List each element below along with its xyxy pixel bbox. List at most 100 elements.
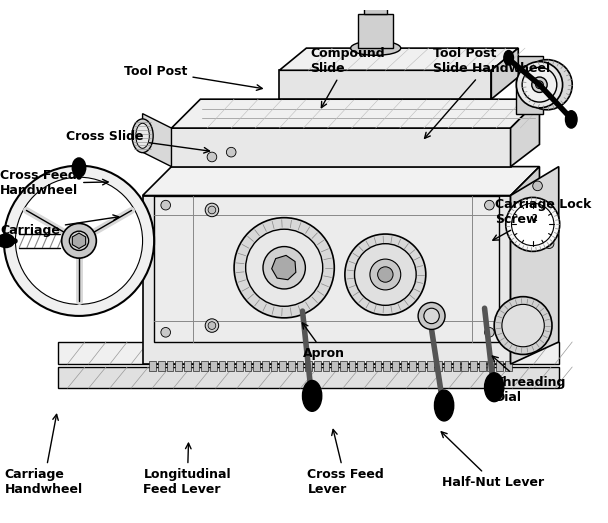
Polygon shape <box>511 99 539 167</box>
Circle shape <box>208 322 216 329</box>
Text: 2: 2 <box>532 214 537 223</box>
Polygon shape <box>279 70 491 99</box>
Circle shape <box>205 319 219 332</box>
Polygon shape <box>154 196 499 342</box>
Text: Cross Feed
Lever: Cross Feed Lever <box>308 429 384 496</box>
Bar <box>271 361 277 371</box>
Circle shape <box>378 267 393 282</box>
Polygon shape <box>511 167 559 364</box>
Ellipse shape <box>303 380 322 411</box>
Bar <box>314 361 321 371</box>
Text: Carriage Lock
Screw: Carriage Lock Screw <box>493 198 592 240</box>
Polygon shape <box>511 167 539 364</box>
Polygon shape <box>171 128 511 167</box>
Circle shape <box>345 234 426 315</box>
Circle shape <box>207 152 216 162</box>
Bar <box>297 361 303 371</box>
Circle shape <box>263 246 305 289</box>
Circle shape <box>506 198 560 252</box>
Bar <box>244 361 252 371</box>
Bar <box>323 361 330 371</box>
Circle shape <box>161 200 170 210</box>
Polygon shape <box>491 48 518 99</box>
Text: Tool Post
Slide Handwheel: Tool Post Slide Handwheel <box>424 47 551 138</box>
Circle shape <box>205 203 219 217</box>
Bar <box>150 361 156 371</box>
Bar <box>358 361 364 371</box>
Bar <box>401 361 407 371</box>
Bar <box>461 361 468 371</box>
Circle shape <box>424 308 440 324</box>
Circle shape <box>69 231 89 251</box>
Circle shape <box>246 229 323 306</box>
Bar <box>193 361 199 371</box>
Bar <box>427 361 434 371</box>
Polygon shape <box>272 255 296 280</box>
Bar <box>158 361 165 371</box>
Bar <box>219 361 226 371</box>
Polygon shape <box>142 167 539 196</box>
Bar <box>364 0 387 15</box>
Polygon shape <box>142 113 171 167</box>
Text: Apron: Apron <box>302 323 345 360</box>
Circle shape <box>502 304 544 347</box>
Bar <box>392 361 399 371</box>
Ellipse shape <box>351 41 401 55</box>
Circle shape <box>494 297 552 355</box>
Circle shape <box>15 177 142 304</box>
Text: Cross Feed
Handwheel: Cross Feed Handwheel <box>0 169 108 197</box>
Text: Threading
Dial: Threading Dial <box>492 356 566 404</box>
Ellipse shape <box>132 119 153 153</box>
Bar <box>210 361 216 371</box>
Bar <box>505 361 511 371</box>
Text: Half-Nut Lever: Half-Nut Lever <box>441 432 544 488</box>
Text: Longitudinal
Feed Lever: Longitudinal Feed Lever <box>143 443 231 496</box>
Text: Carriage
Handwheel: Carriage Handwheel <box>5 414 83 496</box>
Bar <box>435 361 442 371</box>
Circle shape <box>208 206 216 214</box>
Ellipse shape <box>136 123 150 149</box>
Bar <box>349 361 356 371</box>
Circle shape <box>485 200 494 210</box>
Ellipse shape <box>565 111 577 128</box>
Circle shape <box>61 223 96 258</box>
Ellipse shape <box>485 373 504 402</box>
Bar <box>175 361 182 371</box>
Circle shape <box>523 324 533 333</box>
Bar <box>453 361 460 371</box>
Circle shape <box>4 166 154 316</box>
Text: Cross Slide: Cross Slide <box>66 130 210 153</box>
Ellipse shape <box>532 77 547 93</box>
Bar <box>331 361 338 371</box>
Bar <box>262 361 269 371</box>
Circle shape <box>485 327 494 337</box>
Bar <box>167 361 173 371</box>
Bar <box>279 361 286 371</box>
Ellipse shape <box>522 67 557 102</box>
Bar <box>184 361 191 371</box>
Bar <box>516 56 544 113</box>
Polygon shape <box>142 196 511 364</box>
Polygon shape <box>279 48 518 70</box>
Ellipse shape <box>72 158 86 177</box>
Bar <box>496 361 503 371</box>
Circle shape <box>533 181 542 191</box>
Circle shape <box>544 239 554 248</box>
Text: Compound
Slide: Compound Slide <box>311 47 385 108</box>
Bar <box>470 361 477 371</box>
Bar <box>366 361 373 371</box>
Bar <box>358 15 393 48</box>
Circle shape <box>226 147 236 157</box>
Polygon shape <box>58 367 559 388</box>
Text: Tool Post: Tool Post <box>124 64 262 90</box>
Ellipse shape <box>516 62 562 108</box>
Ellipse shape <box>0 234 15 247</box>
Bar <box>478 361 486 371</box>
Bar <box>488 361 494 371</box>
Circle shape <box>370 259 401 290</box>
Bar <box>227 361 234 371</box>
Polygon shape <box>171 99 539 128</box>
Bar <box>340 361 347 371</box>
Ellipse shape <box>435 390 454 421</box>
Bar <box>444 361 451 371</box>
